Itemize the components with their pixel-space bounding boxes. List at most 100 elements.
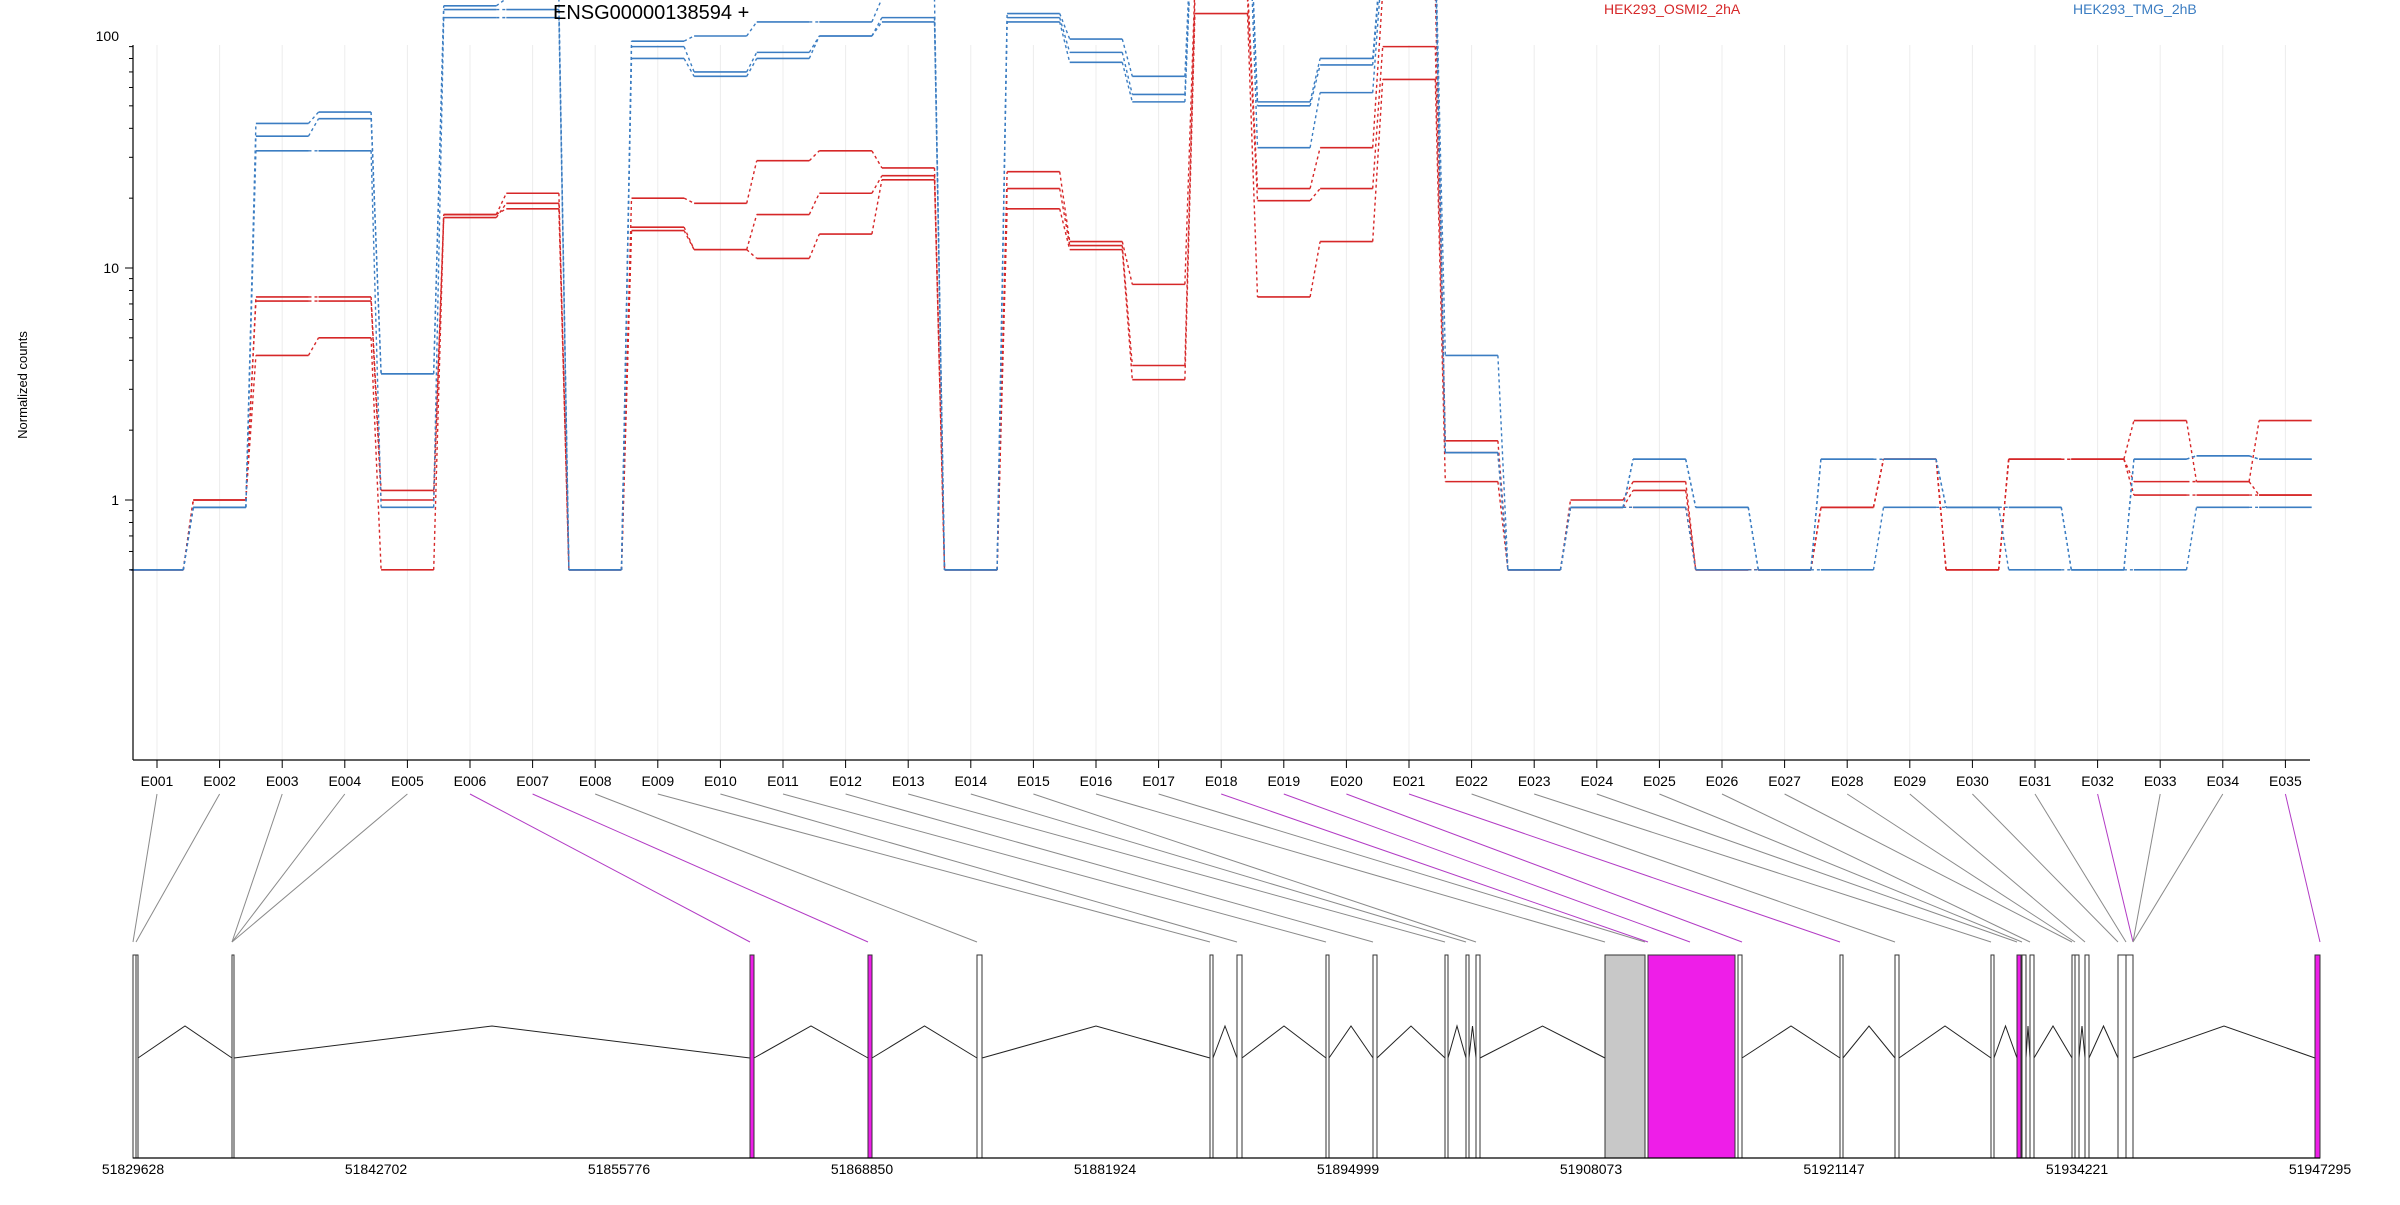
series-transition (1251, 0, 1259, 148)
series-transition (1371, 0, 1379, 66)
exon-connector (1346, 793, 1743, 943)
exon-connector (908, 793, 1446, 943)
exon-box (2074, 954, 2080, 1159)
x-tick-label: E029 (1893, 773, 1926, 789)
series-transition (871, 179, 883, 235)
exon-box (231, 954, 235, 1159)
exon-connector (595, 793, 978, 943)
x-tick-label: E031 (2019, 773, 2052, 789)
exon-box (2084, 954, 2090, 1159)
exon-connector (532, 793, 869, 943)
series-transition (1121, 62, 1133, 103)
exon-connector (231, 793, 283, 943)
exon-connector (782, 793, 1327, 943)
series-transition (808, 35, 820, 53)
series-transition (808, 192, 820, 215)
series-transition (1309, 58, 1321, 103)
exon-connector (1972, 793, 2119, 943)
x-tick-label: E020 (1330, 773, 1363, 789)
series-transition (1184, 0, 1196, 285)
series-transition (746, 214, 758, 250)
series-transition (1309, 64, 1321, 107)
series-transition (432, 214, 445, 491)
series-transition (746, 52, 758, 73)
exon-connector (2034, 793, 2127, 943)
exon-connector (2284, 793, 2321, 943)
x-tick-label: E009 (641, 773, 674, 789)
series-transition (1371, 79, 1384, 242)
genomic-tick-label: 51855776 (588, 1161, 651, 1177)
x-tick-label: E001 (141, 773, 174, 789)
series-transition (1935, 459, 1947, 570)
intron-line (753, 1025, 869, 1059)
series-transition (808, 233, 820, 259)
x-tick-label: E024 (1580, 773, 1613, 789)
series-transition (1685, 507, 1697, 570)
x-tick-label: E010 (704, 773, 737, 789)
series-transition (432, 214, 445, 570)
exon-connector (657, 793, 1211, 943)
series-transition (1121, 241, 1133, 285)
series-transition (683, 46, 695, 73)
series-transition (245, 150, 257, 508)
series-transition (683, 226, 695, 250)
intron-line (2078, 1025, 2086, 1059)
series-transition (1309, 147, 1321, 189)
series-transition (746, 160, 758, 204)
intron-line (981, 1025, 1211, 1059)
exon-connector (2097, 793, 2134, 943)
intron-line (2132, 1025, 2316, 1059)
intron-line (1212, 1024, 1238, 1059)
exon-connector (845, 793, 1374, 943)
intron-line (1447, 1024, 1467, 1059)
series-transition (1371, 0, 1383, 148)
series-transition (432, 217, 445, 501)
series-transition (1622, 481, 1634, 501)
series-transition (2248, 420, 2260, 482)
series-transition (683, 197, 695, 204)
exon-box (1737, 954, 1743, 1159)
exon-connector (1221, 793, 1649, 943)
series-transition (2060, 507, 2072, 570)
intron-line (1468, 1025, 1477, 1059)
series-transition (1371, 0, 1381, 93)
series-transition (182, 499, 195, 570)
x-tick-label: E004 (328, 773, 361, 789)
series-transition (871, 21, 883, 37)
intron-line (1741, 1025, 1841, 1059)
exon-box (1647, 954, 1736, 1159)
exon-connector (1095, 793, 1606, 943)
exon-box (1372, 954, 1378, 1159)
series-transition (933, 21, 946, 570)
series-transition (808, 150, 820, 162)
x-tick-label: E016 (1080, 773, 1113, 789)
series-transition (683, 58, 695, 77)
series-transition (307, 111, 320, 124)
x-tick-label: E017 (1142, 773, 1175, 789)
x-tick-label: E026 (1706, 773, 1739, 789)
exon-connector (1784, 793, 2073, 943)
intron-line (2033, 1025, 2073, 1059)
exon-connector (2132, 793, 2161, 943)
x-tick-label: E032 (2081, 773, 2114, 789)
series-layer (130, 0, 2312, 571)
series-transition (1121, 38, 1133, 77)
x-tick-label: E034 (2206, 773, 2239, 789)
intron-line (871, 1025, 978, 1059)
series-transition (746, 58, 758, 77)
y-tick-label: 100 (96, 28, 120, 44)
series-transition (1059, 208, 1071, 250)
exon-box (1894, 954, 1900, 1159)
intron-line (1328, 1025, 1374, 1059)
x-tick-label: E011 (767, 773, 799, 789)
x-tick-label: E035 (2269, 773, 2302, 789)
exon-connector (231, 793, 346, 943)
exon-connector (1721, 793, 2031, 943)
x-tick-label: E021 (1393, 773, 1426, 789)
genomic-tick-label: 51934221 (2046, 1161, 2109, 1177)
series-transition (2123, 458, 2135, 496)
exon-box (2016, 954, 2022, 1159)
series-transition (1309, 188, 1321, 202)
exon-box (867, 954, 873, 1159)
series-transition (2123, 459, 2135, 570)
